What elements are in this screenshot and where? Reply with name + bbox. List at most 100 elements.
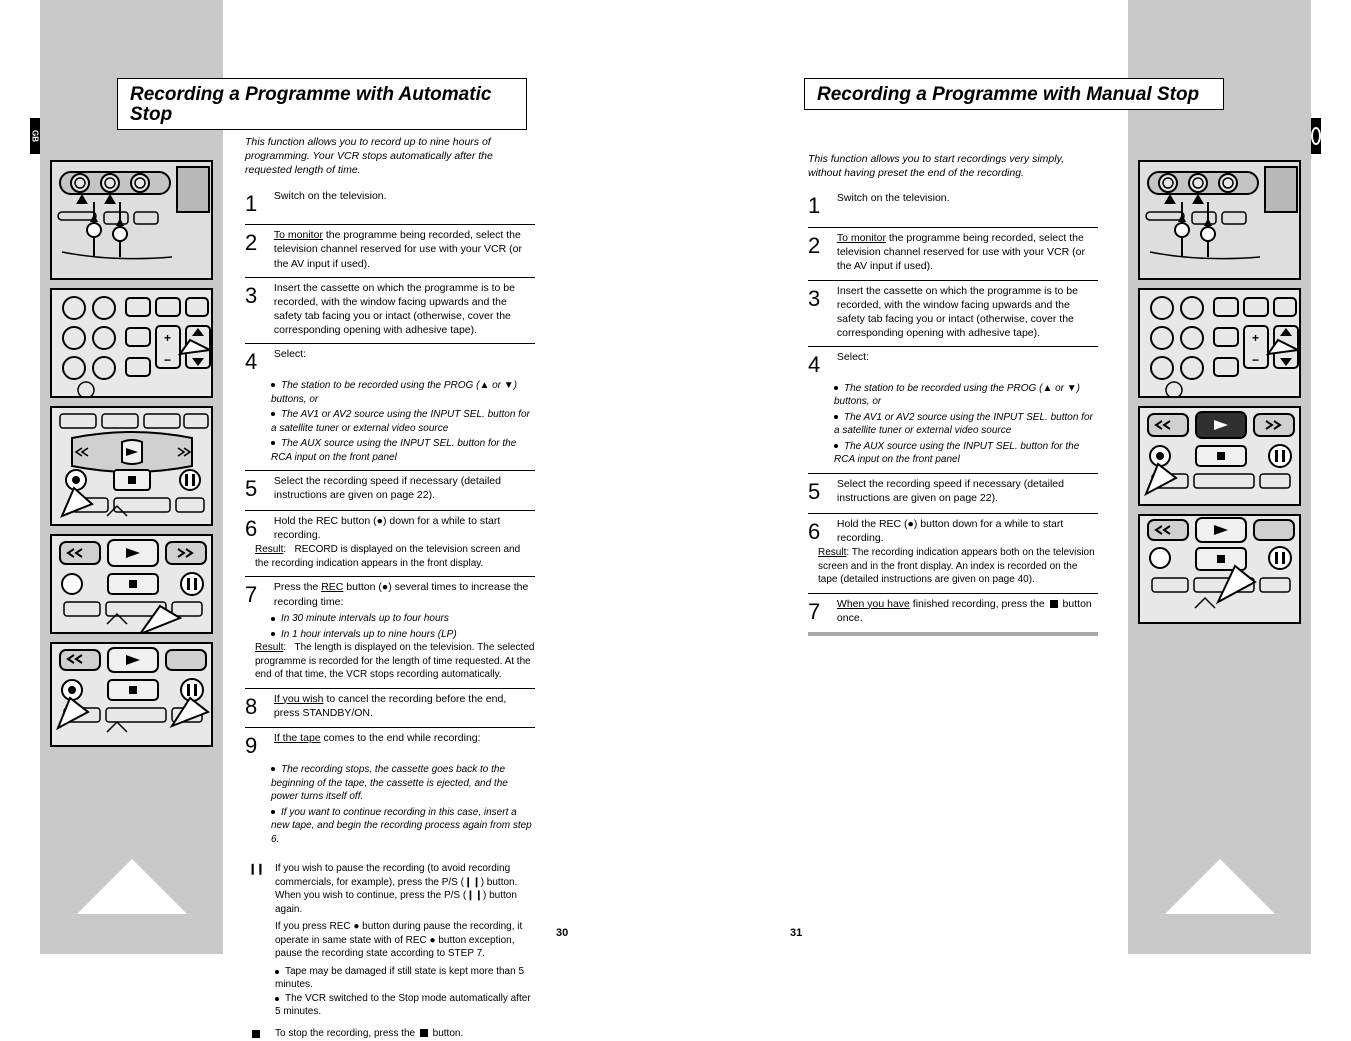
pause-icon: ❙❙	[245, 862, 267, 1019]
panel-transport-stop	[1138, 514, 1301, 624]
step-2: 2 To monitor the programme being recorde…	[245, 225, 535, 278]
step-body: Press the REC button (●) several times t…	[274, 580, 534, 608]
step-sub: The station to be recorded using the PRO…	[245, 379, 535, 406]
panel-transport-rec	[1138, 406, 1301, 506]
step-1: 1 Switch on the television.	[808, 188, 1098, 228]
step-sub: In 30 minute intervals up to four hours	[245, 612, 535, 626]
pause-bullet: Tape may be damaged if still state is ke…	[275, 966, 524, 991]
right-title: Recording a Programme with Manual Stop	[817, 84, 1199, 105]
step-body: If the tape comes to the end while recor…	[274, 731, 534, 745]
panel-prog-buttons: + −	[50, 288, 213, 398]
panel-rec-pause	[50, 642, 213, 747]
step-body: Select:	[274, 347, 534, 361]
pause-rec-note: If you press REC ● button during pause t…	[275, 920, 535, 961]
step-body: Insert the cassette on which the program…	[274, 281, 534, 338]
step-body: Switch on the television.	[837, 191, 1097, 205]
step-body: When you have finished recording, press …	[837, 597, 1097, 625]
sub-item: In 1 hour intervals up to nine hours (LP…	[281, 629, 457, 640]
step-num: 4	[245, 347, 271, 377]
step-body: Select the recording speed if necessary …	[837, 477, 1097, 505]
step-result: Result: The length is displayed on the t…	[245, 641, 535, 682]
sub-item: The recording stops, the cassette goes b…	[271, 764, 508, 802]
step-num: 9	[245, 731, 271, 761]
page-right: Recording a Programme with Manual Stop	[676, 0, 1351, 954]
step-body: Hold the REC button (●) down for a while…	[274, 514, 534, 542]
step-body: Select:	[837, 350, 1097, 364]
stop-icon	[245, 1027, 267, 1041]
sub-item: The station to be recorded using the PRO…	[271, 380, 517, 405]
pause-body: If you wish to pause the recording (to a…	[275, 863, 517, 915]
pause-note-box: ❙❙ If you wish to pause the recording (t…	[245, 862, 535, 1019]
step-body: Hold the REC (●) button down for a while…	[837, 517, 1097, 545]
step-sub: The AV1 or AV2 source using the INPUT SE…	[245, 408, 535, 435]
language-tab-text: GB	[31, 130, 40, 142]
step-5: 5 Select the recording speed if necessar…	[245, 471, 535, 511]
panel-transport-2	[50, 534, 213, 634]
right-figure-panels: + −	[1138, 160, 1301, 632]
svg-text:+: +	[1252, 331, 1259, 345]
sub-item: The AUX source using the INPUT SEL. butt…	[271, 438, 516, 463]
right-intro: This function allows you to start record…	[808, 152, 1098, 180]
step-sub: The recording stops, the cassette goes b…	[245, 763, 535, 804]
step-sub: If you want to continue recording in thi…	[245, 806, 535, 847]
panel-prog-buttons: + −	[1138, 288, 1301, 398]
panel-av-jacks	[50, 160, 213, 280]
step-sub: The AUX source using the INPUT SEL. butt…	[808, 440, 1098, 467]
step-result: Result: The recording indication appears…	[808, 546, 1098, 587]
stop-note-box: To stop the recording, press the button.	[245, 1027, 535, 1041]
step-3: 3 Insert the cassette on which the progr…	[808, 281, 1098, 348]
step-num: 4	[808, 350, 834, 380]
stop-note-text: To stop the recording, press the button.	[275, 1027, 535, 1041]
step-4: 4 Select: The station to be recorded usi…	[808, 347, 1098, 474]
step-1: 1 Switch on the television.	[245, 186, 535, 226]
step-num: 1	[808, 191, 834, 221]
step-8: 8 If you wish to cancel the recording be…	[245, 689, 535, 729]
right-pagenum: 31	[790, 927, 802, 939]
step-num: 2	[245, 228, 271, 258]
step-num: 5	[808, 477, 834, 507]
step-4: 4 Select: The station to be recorded usi…	[245, 344, 535, 471]
step-num: 5	[245, 474, 271, 504]
sub-item: The AV1 or AV2 source using the INPUT SE…	[834, 412, 1093, 437]
sub-item: If you want to continue recording in thi…	[271, 807, 532, 845]
step-body: Select the recording speed if necessary …	[274, 474, 534, 502]
step-num: 2	[808, 231, 834, 261]
language-tab: GB	[30, 118, 40, 154]
left-pagenum: 30	[556, 927, 568, 939]
step-body: Switch on the television.	[274, 189, 534, 203]
panel-av-jacks	[1138, 160, 1301, 280]
step-num: 6	[245, 514, 271, 544]
left-title: Recording a Programme with Automatic Sto…	[130, 84, 491, 125]
sub-item: The station to be recorded using the PRO…	[834, 383, 1080, 408]
panel-transport-rec	[50, 406, 213, 526]
step-sub: In 1 hour intervals up to nine hours (LP…	[245, 628, 535, 642]
left-figure-panels: + −	[50, 160, 213, 755]
step-num: 1	[245, 189, 271, 219]
step-num: 7	[808, 597, 834, 627]
sub-item: The AUX source using the INPUT SEL. butt…	[834, 441, 1079, 466]
step-body: To monitor the programme being recorded,…	[274, 228, 534, 271]
left-text-column: This function allows you to record up to…	[245, 135, 535, 1041]
right-text-column: This function allows you to start record…	[808, 152, 1098, 636]
step-9: 9 If the tape comes to the end while rec…	[245, 728, 535, 852]
svg-text:−: −	[1252, 353, 1259, 367]
step-num: 8	[245, 692, 271, 722]
step-7: 7 Press the REC button (●) several times…	[245, 577, 535, 688]
svg-text:+: +	[164, 331, 171, 345]
step-2: 2 To monitor the programme being recorde…	[808, 228, 1098, 281]
right-title-box: Recording a Programme with Manual Stop	[804, 78, 1224, 110]
step-3: 3 Insert the cassette on which the progr…	[245, 278, 535, 345]
step-result: Result: RECORD is displayed on the telev…	[245, 543, 535, 570]
step-num: 7	[245, 580, 271, 610]
step-6: 6 Hold the REC (●) button down for a whi…	[808, 514, 1098, 594]
step-body: Insert the cassette on which the program…	[837, 284, 1097, 341]
svg-text:−: −	[164, 353, 171, 367]
step-body: If you wish to cancel the recording befo…	[274, 692, 534, 720]
sub-item: The AV1 or AV2 source using the INPUT SE…	[271, 409, 530, 434]
step-sub: The AUX source using the INPUT SEL. butt…	[245, 437, 535, 464]
triangle-marker	[1165, 859, 1275, 914]
sub-item: In 30 minute intervals up to four hours	[281, 613, 449, 624]
step-num: 6	[808, 517, 834, 547]
left-intro: This function allows you to record up to…	[245, 135, 535, 178]
left-title-box: Recording a Programme with Automatic Sto…	[117, 78, 527, 130]
